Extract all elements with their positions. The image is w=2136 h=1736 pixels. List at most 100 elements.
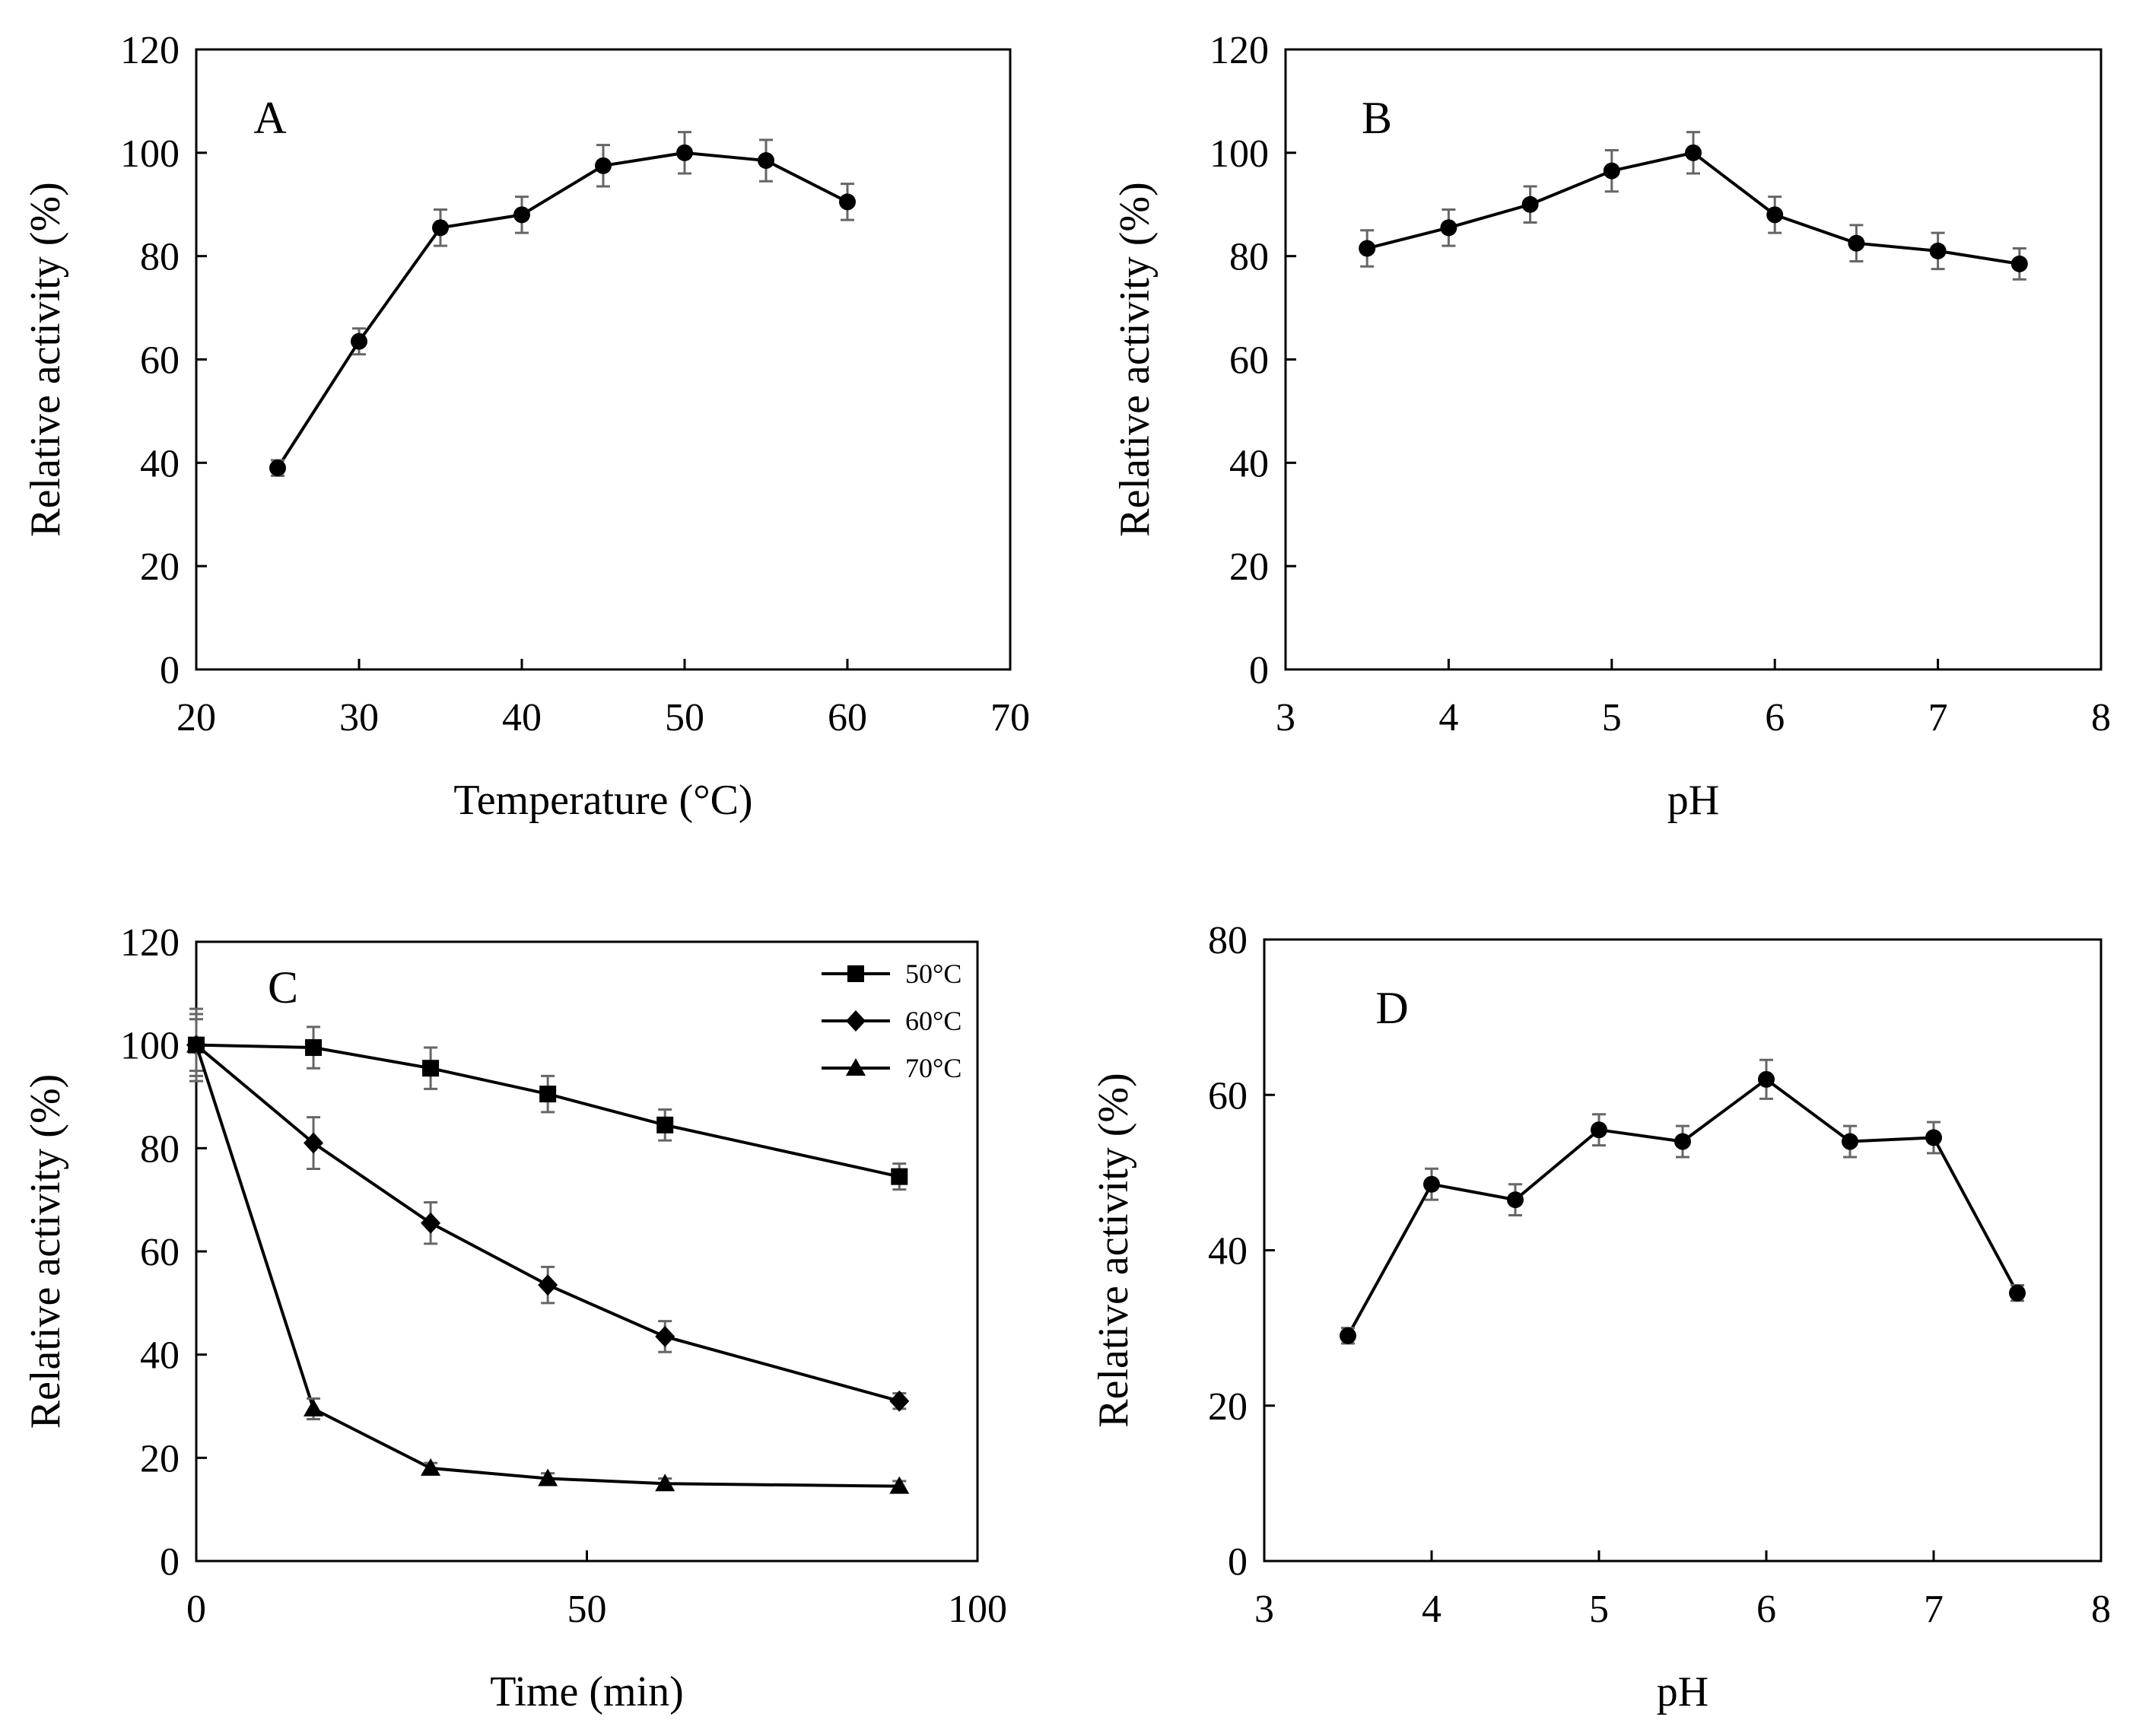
y-tick-label: 60 xyxy=(140,339,180,383)
legend: 50°C 60°C 70°C xyxy=(822,959,962,1083)
x-tick-label: 30 xyxy=(339,696,379,739)
data-point xyxy=(304,1132,324,1154)
x-axis-title: Time (min) xyxy=(490,1668,684,1715)
chart-panel-d: 0 20 40 60 80 3 4 5 6 7 8 pH Relative activity (%) D xyxy=(1090,919,2111,1715)
data-point xyxy=(421,1458,441,1476)
y-tick-label: 100 xyxy=(120,132,180,176)
series-line xyxy=(195,1044,900,1403)
y-tick-label: 40 xyxy=(140,442,180,485)
y-tick-label: 120 xyxy=(1209,29,1269,72)
data-point xyxy=(1423,1175,1440,1193)
y-axis-title: Relative activity (%) xyxy=(22,182,69,536)
data-point xyxy=(1521,196,1539,213)
y-axis-title: Relative activity (%) xyxy=(1090,1073,1137,1427)
x-tick-label: 6 xyxy=(1765,696,1785,739)
y-tick-label: 80 xyxy=(1208,919,1248,962)
x-tick-label: 40 xyxy=(502,696,542,739)
y-axis-title: Relative activity (%) xyxy=(22,1074,69,1429)
y-axis-title: Relative activity (%) xyxy=(1111,182,1159,536)
data-point xyxy=(1674,1133,1691,1150)
x-tick-label: 6 xyxy=(1756,1588,1776,1631)
x-tick-label: 8 xyxy=(2091,696,2111,739)
legend-marker xyxy=(846,1010,866,1032)
chart-panel-b: 0 20 40 60 80 100 120 3 4 5 6 7 8 pH Relative activity… xyxy=(1111,29,2111,824)
y-tick-label: 20 xyxy=(1208,1385,1248,1429)
data-point xyxy=(655,1474,675,1492)
data-point xyxy=(539,1086,557,1103)
data-point xyxy=(891,1168,908,1185)
data-point xyxy=(676,144,693,161)
x-tick-label: 3 xyxy=(1254,1588,1274,1631)
y-tick-label: 80 xyxy=(140,236,180,279)
data-point xyxy=(1603,162,1620,180)
y-tick-label: 0 xyxy=(160,1540,180,1584)
x-tick-label: 70 xyxy=(990,696,1030,739)
x-axis-title: Temperature (°C) xyxy=(453,777,752,824)
legend-marker xyxy=(846,1058,866,1076)
y-tick-label: 100 xyxy=(120,1025,180,1068)
x-tick-label: 5 xyxy=(1589,1588,1609,1631)
data-point xyxy=(1591,1121,1607,1139)
data-point xyxy=(351,332,367,350)
series-line xyxy=(195,1043,900,1178)
data-point xyxy=(889,1390,910,1412)
data-point xyxy=(305,1039,323,1057)
data-point xyxy=(1340,1327,1356,1344)
data-point xyxy=(1925,1129,1942,1146)
y-tick-label: 0 xyxy=(1249,649,1269,692)
panel-letter: C xyxy=(268,962,298,1013)
x-tick-label: 7 xyxy=(1924,1588,1944,1631)
x-tick-label: 100 xyxy=(948,1588,1007,1631)
data-point xyxy=(839,193,856,211)
series-line xyxy=(276,151,848,469)
data-point xyxy=(1440,219,1457,237)
y-tick-label: 20 xyxy=(140,545,180,589)
y-tick-label: 0 xyxy=(160,649,180,692)
y-tick-label: 40 xyxy=(1208,1230,1248,1273)
data-point xyxy=(2009,1284,2026,1302)
panel-letter: A xyxy=(253,93,286,143)
series-70C xyxy=(186,1007,910,1494)
x-axis-title: pH xyxy=(1667,777,1719,824)
y-tick-label: 120 xyxy=(120,29,180,72)
data-point xyxy=(889,1476,910,1494)
y-tick-label: 100 xyxy=(1209,132,1269,176)
y-tick-label: 20 xyxy=(1229,545,1269,589)
plot-frame xyxy=(195,48,1012,671)
y-tick-label: 20 xyxy=(140,1437,180,1480)
data-point xyxy=(595,157,612,174)
y-tick-label: 60 xyxy=(1208,1074,1248,1118)
series-0 xyxy=(1359,131,2028,281)
data-point xyxy=(1842,1133,1858,1150)
x-tick-label: 4 xyxy=(1438,696,1458,739)
series-line xyxy=(1346,1077,2019,1337)
series-60C xyxy=(186,1018,910,1412)
data-point xyxy=(1507,1191,1524,1209)
series-0 xyxy=(1340,1058,2026,1345)
data-point xyxy=(432,219,449,237)
x-tick-label: 7 xyxy=(1928,696,1948,739)
data-point xyxy=(2010,255,2028,272)
x-tick-label: 50 xyxy=(567,1588,607,1631)
data-point xyxy=(304,1398,324,1416)
data-point xyxy=(1685,144,1702,161)
data-point xyxy=(1758,1070,1775,1088)
data-point xyxy=(1766,206,1784,224)
y-tick-label: 40 xyxy=(1229,442,1269,485)
chart-panel-c: 0 20 40 60 80 100 120 0 50 100 Time (min) Relative … xyxy=(22,921,1007,1715)
y-tick-label: 40 xyxy=(140,1334,180,1378)
data-point xyxy=(269,459,286,477)
x-tick-label: 60 xyxy=(828,696,867,739)
data-point xyxy=(1359,240,1376,257)
x-tick-label: 3 xyxy=(1276,696,1295,739)
x-tick-label: 50 xyxy=(665,696,704,739)
legend-label: 50°C xyxy=(905,959,962,989)
data-point xyxy=(538,1274,558,1296)
legend-label: 70°C xyxy=(905,1053,962,1083)
data-point xyxy=(422,1060,440,1077)
series-50C xyxy=(188,1013,908,1191)
y-tick-label: 120 xyxy=(120,921,180,965)
data-point xyxy=(186,1035,206,1053)
